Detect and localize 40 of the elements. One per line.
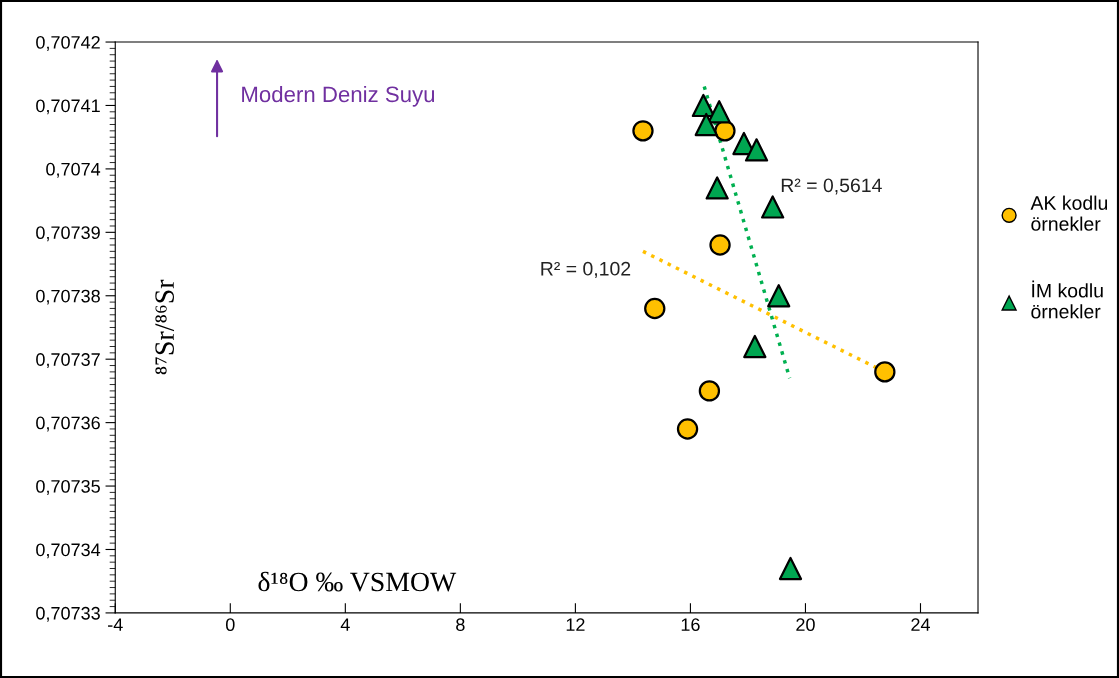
annotation: Modern Deniz Suyu <box>242 85 435 107</box>
point <box>644 297 666 320</box>
y-tick-label: 0,70742 <box>36 35 100 51</box>
x-tick-label: -4 <box>108 618 123 631</box>
annotation: R² = 0,5614 <box>781 178 882 195</box>
point <box>705 176 729 200</box>
x-tick-label: 20 <box>796 618 815 632</box>
legend-label: AK kodlu örnekler <box>1030 195 1108 231</box>
y-tick-label: 0,70741 <box>36 99 100 115</box>
point <box>694 112 718 137</box>
x-tick-label: 8 <box>456 618 465 632</box>
y-tick-label: 0,70733 <box>36 606 100 622</box>
x-tick-label: 24 <box>911 618 930 631</box>
annotation: R² = 0,102 <box>541 261 631 278</box>
point <box>761 195 785 219</box>
y-tick-label: 0,70739 <box>36 226 100 242</box>
y-tick-label: 0,70734 <box>36 543 101 559</box>
x-tick-label: 16 <box>681 618 700 632</box>
point <box>874 361 896 383</box>
point <box>707 100 731 124</box>
point <box>743 334 767 359</box>
y-tick-label: 0,70738 <box>36 289 100 305</box>
point <box>767 284 791 308</box>
point <box>744 138 769 162</box>
y-tick-label: 0,70735 <box>36 479 100 495</box>
x-tick-label: 0 <box>225 618 235 632</box>
x-tick-label: 4 <box>340 618 350 631</box>
y-tick-label: 0,7074 <box>46 162 101 178</box>
y-tick-label: 0,70736 <box>36 416 100 432</box>
legend-label: İM kodlu örnekler <box>1031 280 1103 319</box>
point <box>632 120 654 142</box>
point <box>676 418 699 440</box>
x-tick-label: 12 <box>566 618 585 631</box>
x-axis-title: δ¹⁸O ‰ VSMOW <box>258 571 457 592</box>
point <box>778 556 803 581</box>
point <box>709 234 731 256</box>
y-axis-title: ⁸⁷Sr/⁸⁶Sr <box>155 279 174 375</box>
point <box>691 93 716 118</box>
point <box>698 380 721 402</box>
y-tick-label: 0,70737 <box>36 353 100 369</box>
